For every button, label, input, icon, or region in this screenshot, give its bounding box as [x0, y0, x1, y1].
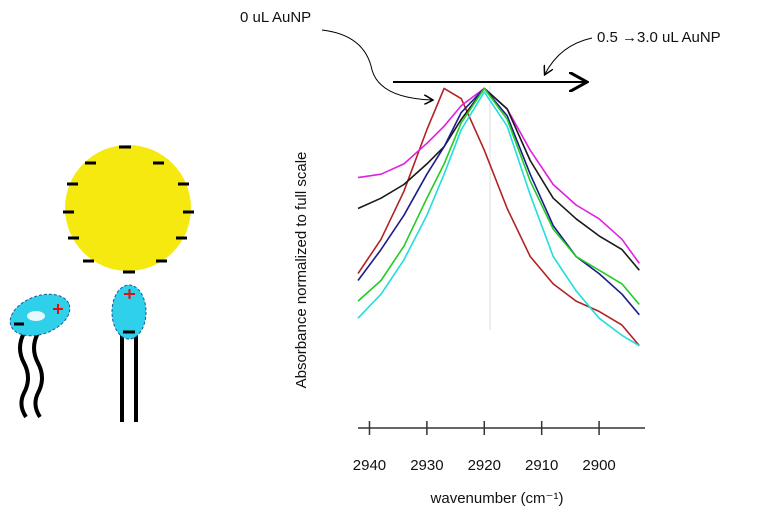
annotation-arrow — [545, 38, 592, 74]
x-tick-label: 2910 — [525, 457, 558, 474]
x-axis-label: wavenumber (cm⁻¹) — [430, 490, 564, 507]
figure: wavenumber (cm⁻¹) Absorbance normalized … — [0, 0, 757, 509]
annotation: 0 uL AuNP — [240, 9, 311, 26]
annotation-arrow — [322, 30, 432, 100]
spectrum-line — [358, 92, 639, 346]
y-axis-label: Absorbance normalized to full scale — [293, 152, 310, 389]
x-tick-label: 2900 — [582, 457, 615, 474]
lipid-free — [4, 287, 75, 417]
annotation: 0.5 →3.0 uL AuNP — [597, 29, 721, 46]
x-tick-label: 2940 — [353, 457, 386, 474]
x-tick-label: 2920 — [468, 457, 501, 474]
gold-nanoparticle — [65, 145, 191, 271]
lipid-bound — [112, 285, 146, 422]
spectrum-line — [358, 88, 639, 314]
x-tick-label: 2930 — [410, 457, 443, 474]
spectrum-line — [358, 88, 639, 270]
nanoparticle-diagram — [4, 145, 194, 422]
